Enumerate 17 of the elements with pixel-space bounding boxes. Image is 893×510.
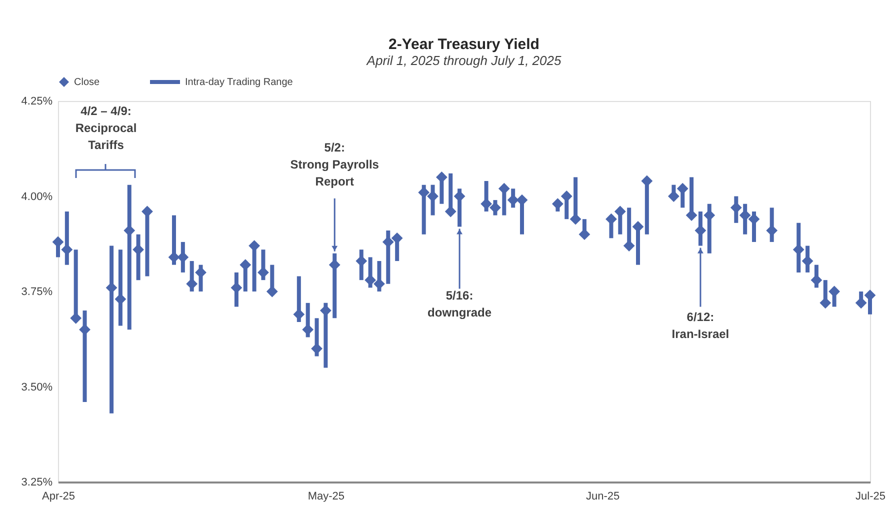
y-tick-label: 4.25% (21, 96, 53, 108)
chart-subtitle: April 1, 2025 through July 1, 2025 (366, 53, 562, 68)
y-tick-label: 3.75% (21, 286, 53, 298)
x-tick-label: Jul-25 (856, 490, 886, 502)
x-tick-label: Apr-25 (42, 490, 76, 502)
y-tick-label: 4.00% (21, 190, 53, 203)
annotation: 6/12: Iran-Israel (672, 310, 730, 341)
x-tick-label: Jun-25 (586, 490, 620, 502)
annotation: 4/2 – 4/9: Reciprocal Tariffs (75, 104, 137, 152)
y-tick-label: 3.50% (21, 381, 53, 394)
annotation: 5/2: Strong Payrolls Report (290, 140, 380, 188)
chart-title: 2-Year Treasury Yield (388, 36, 540, 53)
annotation: 5/16: downgrade (428, 288, 492, 320)
legend-label: Intra-day Trading Range (185, 77, 294, 88)
legend-label: Close (74, 77, 100, 88)
y-tick-label: 3.25% (21, 476, 53, 488)
x-tick-label: May-25 (308, 490, 345, 502)
